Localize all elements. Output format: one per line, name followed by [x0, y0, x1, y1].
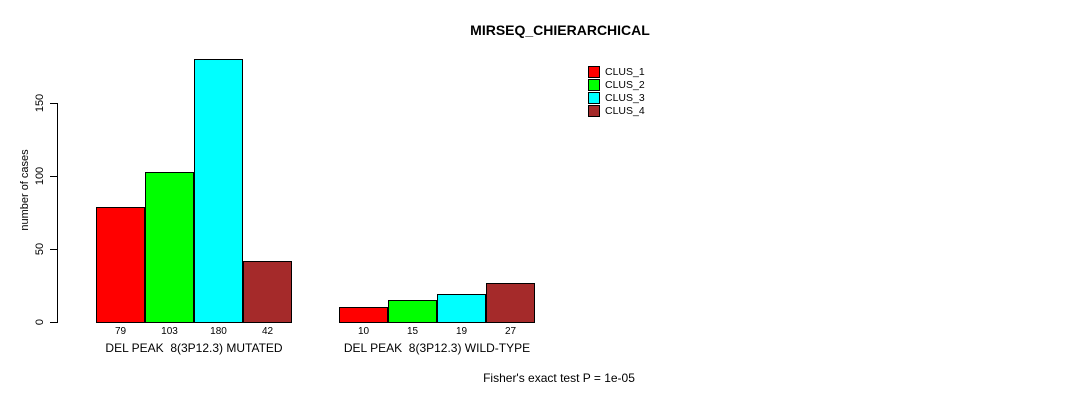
y-axis-tick-100 — [50, 176, 57, 177]
bar-clus_1-group2 — [339, 307, 388, 323]
y-axis-line — [57, 103, 58, 323]
y-axis-tick-label-150: 150 — [34, 93, 46, 113]
y-axis-tick-label-100: 100 — [34, 166, 46, 186]
legend-item-clus_4: CLUS_4 — [588, 105, 645, 117]
legend-label: CLUS_1 — [605, 66, 645, 78]
bar-value-label: 103 — [161, 326, 178, 337]
bar-value-label: 27 — [504, 326, 517, 337]
chart-title: MIRSEQ_CHIERARCHICAL — [470, 22, 650, 38]
bar-clus_3-group1 — [194, 59, 243, 323]
legend-item-clus_1: CLUS_1 — [588, 66, 645, 78]
legend-swatch-icon — [588, 92, 600, 104]
legend-swatch-icon — [588, 105, 600, 117]
y-axis-tick-0 — [50, 322, 57, 323]
bar-value-label: 15 — [406, 326, 419, 337]
legend-swatch-icon — [588, 79, 600, 91]
legend-label: CLUS_4 — [605, 105, 645, 117]
legend-item-clus_3: CLUS_3 — [588, 92, 645, 104]
legend-swatch-icon — [588, 66, 600, 78]
y-axis-tick-150 — [50, 103, 57, 104]
y-axis-label: number of cases — [19, 149, 31, 231]
x-category-label-mutated: DEL PEAK 8(3P12.3) MUTATED — [105, 341, 283, 355]
y-axis-tick-label-0: 0 — [34, 318, 46, 326]
bar-clus_3-group2 — [437, 294, 486, 323]
annotation-text: Fisher's exact test P = 1e-05 — [483, 371, 635, 385]
legend-label: CLUS_2 — [605, 79, 645, 91]
bar-clus_4-group2 — [486, 283, 535, 323]
bar-value-label: 10 — [357, 326, 370, 337]
legend-label: CLUS_3 — [605, 92, 645, 104]
x-category-label-wildtype: DEL PEAK 8(3P12.3) WILD-TYPE — [343, 341, 531, 355]
bar-clus_2-group2 — [388, 300, 437, 323]
bar-value-label: 19 — [455, 326, 468, 337]
bar-value-label: 180 — [210, 326, 227, 337]
bar-clus_4-group1 — [243, 261, 292, 323]
bar-clus_1-group1 — [96, 207, 145, 323]
bar-clus_2-group1 — [145, 172, 194, 323]
bar-value-label: 79 — [114, 326, 127, 337]
legend-item-clus_2: CLUS_2 — [588, 79, 645, 91]
bar-value-label: 42 — [261, 326, 274, 337]
y-axis-tick-label-50: 50 — [34, 242, 46, 256]
y-axis-tick-50 — [50, 249, 57, 250]
